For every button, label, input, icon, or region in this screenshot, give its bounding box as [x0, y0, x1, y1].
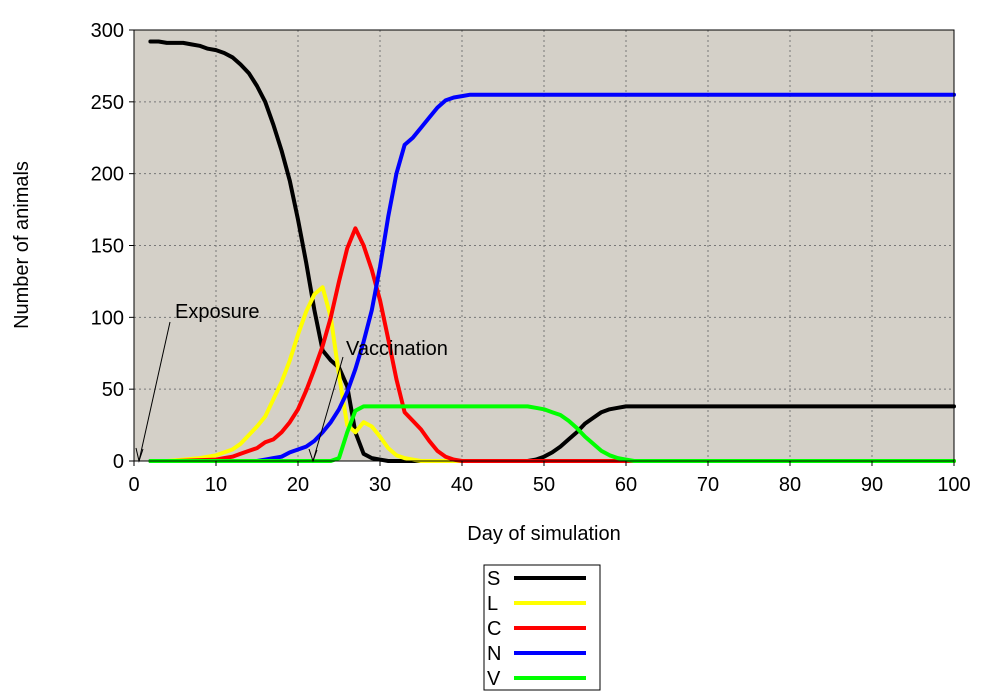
y-tick-label: 100: [91, 307, 124, 329]
grid: [134, 30, 954, 461]
x-tick-label: 60: [615, 474, 637, 496]
legend-label-n: N: [487, 643, 501, 665]
y-tick-label: 0: [113, 451, 124, 473]
x-tick-label: 10: [205, 474, 227, 496]
series-line-c: [148, 226, 956, 463]
axes: 0 10 20 30 40 50 60 70 80 90 100 0 50 100 150 200 250 300: [91, 20, 971, 496]
series-line-s: [148, 39, 956, 463]
y-tick-label: 50: [102, 379, 124, 401]
y-axis-label: Number of animals: [11, 161, 33, 329]
legend-label-c: C: [487, 618, 501, 640]
x-tick-label: 0: [128, 474, 139, 496]
annotation-vaccination-arrow: [312, 356, 344, 462]
legend-label-v: V: [487, 668, 501, 690]
annotations: Exposure Vaccination: [135, 301, 448, 463]
y-tick-label: 150: [91, 236, 124, 258]
x-tick-label: 20: [287, 474, 309, 496]
series-layer: [148, 39, 956, 463]
legend-label-l: L: [487, 593, 498, 615]
y-tick-label: 250: [91, 92, 124, 114]
annotation-vaccination: Vaccination: [346, 338, 448, 360]
x-axis-label: Day of simulation: [467, 523, 620, 545]
annotation-vaccination-arrowhead: [308, 448, 318, 463]
x-tick-label: 100: [937, 474, 970, 496]
legend-label-s: S: [487, 568, 500, 590]
annotation-exposure-arrowhead: [135, 447, 144, 463]
y-tick-label: 200: [91, 164, 124, 186]
x-tick-label: 80: [779, 474, 801, 496]
annotation-exposure: Exposure: [175, 301, 260, 323]
x-tick-label: 50: [533, 474, 555, 496]
series-line-n: [148, 92, 956, 463]
y-tick-label: 300: [91, 20, 124, 42]
x-tick-label: 70: [697, 474, 719, 496]
x-tick-label: 30: [369, 474, 391, 496]
x-tick-label: 90: [861, 474, 883, 496]
x-tick-label: 40: [451, 474, 473, 496]
annotation-exposure-arrow: [138, 321, 171, 462]
